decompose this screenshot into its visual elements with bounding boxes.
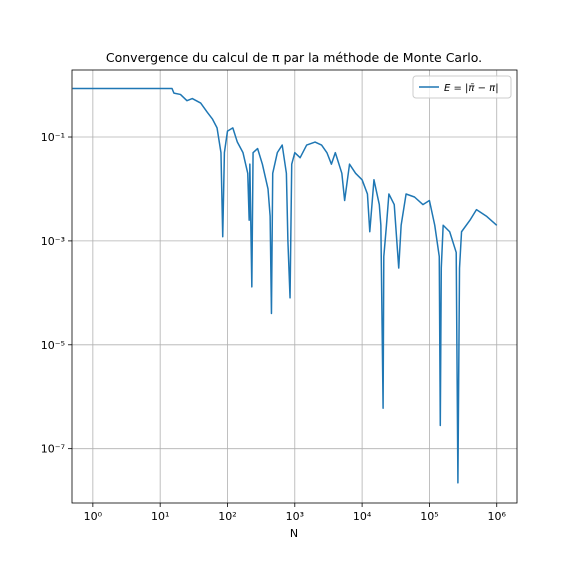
x-tick-label: 10⁶ (488, 510, 507, 523)
y-tick-label: 10⁻⁷ (41, 443, 65, 456)
x-tick-label: 10¹ (151, 510, 169, 523)
x-tick-label: 10⁵ (420, 510, 438, 523)
x-tick-label: 10³ (286, 510, 304, 523)
x-tick-label: 10⁰ (84, 510, 103, 523)
data-line (72, 87, 498, 484)
x-axis-label: N (290, 527, 298, 540)
y-tick-label: 10⁻³ (41, 235, 65, 248)
plot-frame (71, 69, 518, 504)
x-tick-label: 10² (218, 510, 236, 523)
x-tick-label: 10⁴ (353, 510, 372, 523)
chart-title: Convergence du calcul de π par la méthod… (106, 50, 482, 65)
legend-box (412, 75, 512, 99)
y-tick-label: 10⁻⁵ (41, 339, 65, 352)
y-tick-label: 10⁻¹ (41, 131, 65, 144)
legend-label: E = |π̄ − π| (444, 83, 499, 94)
